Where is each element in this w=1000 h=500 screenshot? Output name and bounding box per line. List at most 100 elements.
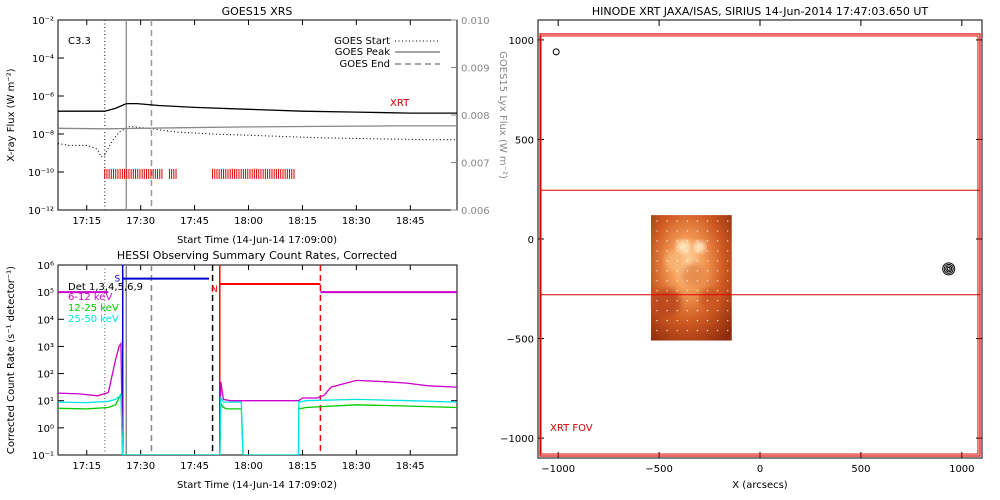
xrt-grid-dot <box>716 250 719 252</box>
xrt-grid-dot <box>686 280 689 282</box>
xrt-fov-label: XRT FOV <box>550 423 593 434</box>
hessi-x-tick-label: 18:30 <box>342 461 371 472</box>
goes-event-lines <box>103 20 153 210</box>
goes-x-tick-label: 18:30 <box>342 216 371 227</box>
xrt-solar-feature <box>681 262 706 287</box>
xrt-grid-dot <box>676 250 678 252</box>
hessi-x-tick-label: 17:45 <box>180 461 209 472</box>
xrt-grid-dot <box>676 329 678 332</box>
goes-y-tick-label: 10⁻² <box>32 16 54 27</box>
xrt-grid-dot <box>666 220 668 222</box>
goes-series-1 <box>58 125 457 158</box>
hessi-x-tick-label: 18:45 <box>396 461 425 472</box>
goes-y-tick-label: 10⁻⁴ <box>32 54 54 65</box>
xrt-grid-dot <box>666 250 668 252</box>
xrt-grid-dot <box>666 240 668 242</box>
xrt-grid-dot <box>666 260 668 262</box>
goes-legend: GOES Start GOES Peak GOES End <box>334 36 440 70</box>
xrt-grid-dot <box>696 250 699 252</box>
hessi-series-1 <box>58 393 457 455</box>
xrt-grid-dot <box>656 260 658 262</box>
xrt-x-tick-label: 1000 <box>949 464 974 475</box>
xrt-grid-dot <box>656 319 658 322</box>
goes-y-ticks: 10⁻² 10⁻⁴ 10⁻⁶ 10⁻⁸ 10⁻¹⁰ 10⁻¹² <box>28 16 64 217</box>
xrt-grid-dot <box>656 300 658 302</box>
xrt-grid-dot <box>706 260 709 262</box>
xrt-grid-dot <box>676 319 678 322</box>
xrt-x-tick-label: −500 <box>645 464 672 475</box>
xrt-solar-feature <box>665 250 686 271</box>
xrt-grid-dot <box>716 260 719 262</box>
xrt-grid-dot <box>706 240 709 242</box>
hessi-legend-detectors: Det 1,3,4,5,6,9 <box>68 282 143 293</box>
hessi-y-tick-label: 10⁵ <box>37 288 54 299</box>
xrt-grid-dot <box>706 220 709 222</box>
xrt-marker-target-ring <box>945 265 953 273</box>
xrt-grid-dot <box>676 230 678 232</box>
xrt-grid-dot <box>706 230 709 232</box>
xrt-y-tick-label: −1000 <box>500 434 534 445</box>
xrt-grid-dot <box>696 309 699 312</box>
xrt-grid-dot <box>686 260 689 262</box>
hessi-y-ticks: 10⁶ 10⁵ 10⁴ 10³ 10² 10¹ 10⁰ 10⁻¹ <box>32 261 457 462</box>
xrt-grid-dot <box>706 280 709 282</box>
xrt-x-axis-label: X (arcsecs) <box>732 480 788 491</box>
goes-x-axis-label: Start Time (14-Jun-14 17:09:00) <box>177 235 337 246</box>
hessi-flag-label: S <box>114 274 120 284</box>
goes-xrt-coverage <box>104 168 295 179</box>
xrt-grid-dot <box>686 290 689 292</box>
xrt-grid-dot <box>696 300 699 302</box>
xrt-grid-dot <box>706 290 709 292</box>
xrt-grid-dot <box>696 280 699 282</box>
xrt-grid-dot <box>676 220 678 222</box>
hessi-x-tick-label: 18:00 <box>234 461 263 472</box>
xrt-grid-dot <box>686 270 689 272</box>
xrt-panel: HINODE XRT JAXA/ISAS, SIRIUS 14-Jun-2014… <box>500 5 983 491</box>
xrt-grid-dot <box>706 329 709 332</box>
goes-y-axis-label: X-ray Flux (W m⁻²) <box>6 68 17 161</box>
xrt-grid-dot <box>727 290 729 292</box>
hessi-flag-label: N <box>211 285 218 295</box>
xrt-x-tick-label: 0 <box>757 464 763 475</box>
xrt-grid-dot <box>686 329 689 332</box>
xrt-marker-target-ring <box>943 263 954 274</box>
goes-x-tick-label: 17:30 <box>126 216 155 227</box>
xrt-solar-feature <box>653 288 682 317</box>
goes-y2-tick-label: 0.007 <box>461 159 490 170</box>
xrt-overlays <box>539 33 981 457</box>
xrt-grid-dot <box>656 329 658 332</box>
xrt-grid-dot <box>716 240 719 242</box>
xrt-grid-dot <box>686 230 689 232</box>
goes-x-ticks: 17:15 17:30 17:45 18:00 18:15 18:30 18:45 <box>72 20 425 227</box>
hessi-y-tick-label: 10⁶ <box>37 261 54 272</box>
xrt-grid-dot <box>716 319 719 322</box>
goes-panel: GOES15 XRS 17:15 17:30 17:45 18:00 18:15 18:3… <box>6 5 508 246</box>
xrt-grid-dot <box>656 250 658 252</box>
xrt-marker-small-circle <box>552 48 560 56</box>
xrt-grid-dot <box>666 230 668 232</box>
xrt-grid-dot <box>696 230 699 232</box>
xrt-grid-dot <box>706 319 709 322</box>
xrt-grid-dot <box>727 230 729 232</box>
xrt-grid-dot <box>666 270 668 272</box>
xrt-x-tick-label: 500 <box>851 464 870 475</box>
xrt-grid-dot <box>686 300 689 302</box>
xrt-grid-dot <box>716 220 719 222</box>
xrt-grid-dot <box>676 270 678 272</box>
goes-x-tick-label: 17:15 <box>72 216 101 227</box>
goes-x-tick-label: 18:15 <box>288 216 317 227</box>
xrt-grid-dot <box>696 270 699 272</box>
xrt-marker-target-ring <box>946 266 951 271</box>
xrt-grid-dot <box>666 329 668 332</box>
xrt-grid-dot <box>656 240 658 242</box>
xrt-solar-feature <box>676 239 691 254</box>
xrt-grid-dot <box>676 309 678 312</box>
hessi-panel: HESSI Observing Summary Count Rates, Cor… <box>6 249 458 491</box>
hessi-x-ticks: 17:15 17:30 17:45 18:00 18:15 18:30 18:45 <box>72 265 425 472</box>
xrt-grid-dot <box>686 250 689 252</box>
hessi-legend-12-25kev: 12-25 keV <box>68 303 119 314</box>
xrt-grid-dot <box>716 290 719 292</box>
xrt-y-ticks: 1000 500 0 −500 −1000 <box>500 36 982 445</box>
goes-y2-tick-label: 0.008 <box>461 111 490 122</box>
hessi-flag-labels: SN <box>114 274 217 295</box>
